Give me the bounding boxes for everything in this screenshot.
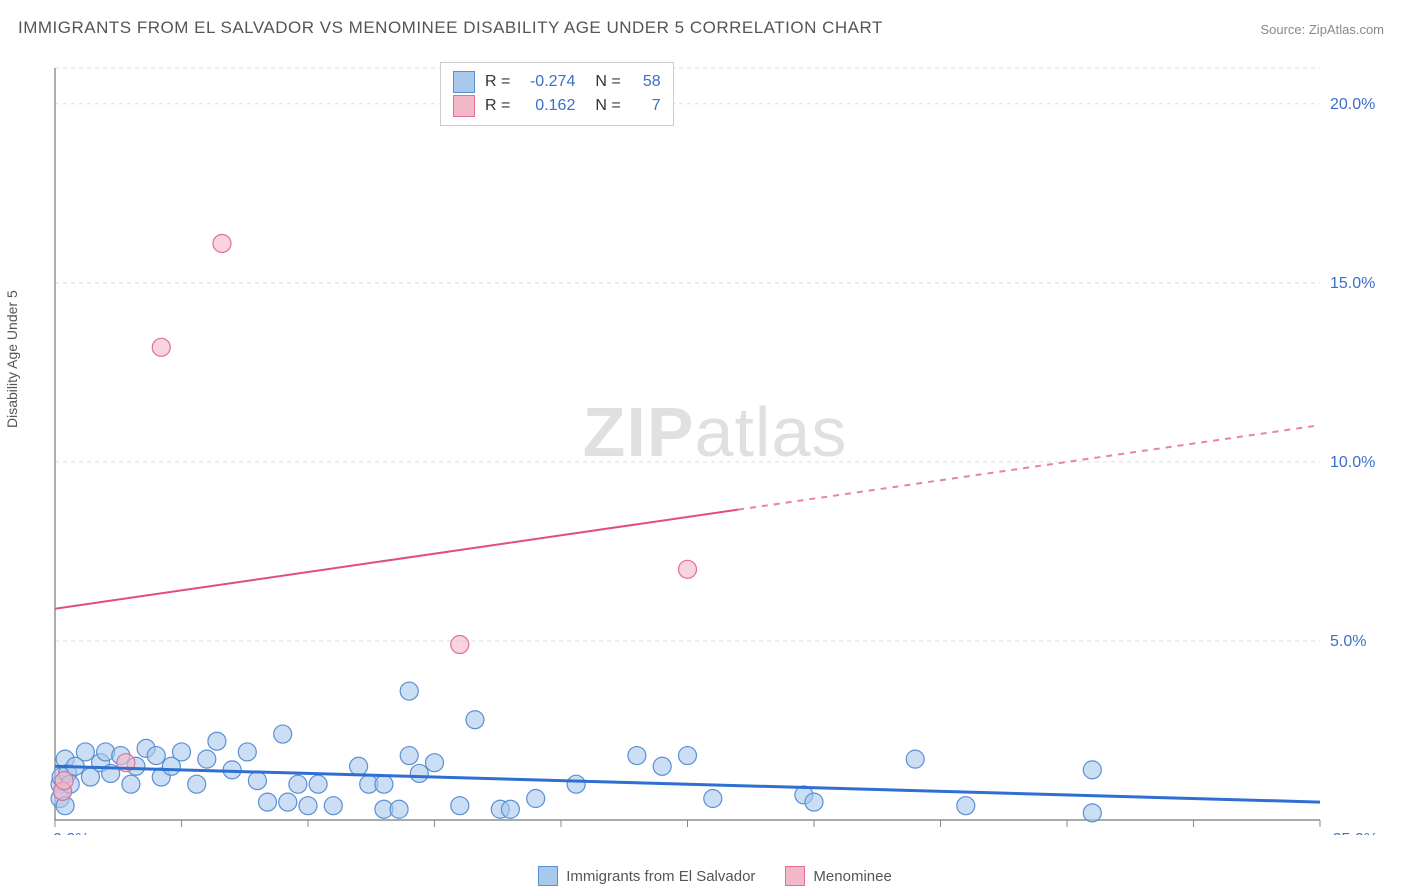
source-attribution: Source: ZipAtlas.com (1260, 22, 1384, 37)
legend-row: R = -0.274 N = 58 (453, 71, 661, 93)
chart-svg: 5.0% 10.0% 15.0% 20.0% 0.0% 25.0% (50, 60, 1380, 835)
legend-swatch (453, 95, 475, 117)
legend-label: Immigrants from El Salvador (566, 868, 755, 885)
series-legend: Immigrants from El Salvador Menominee (50, 866, 1380, 886)
r-label: R = (485, 73, 510, 91)
chart-title: IMMIGRANTS FROM EL SALVADOR VS MENOMINEE… (18, 18, 883, 38)
chart-plot-area: 5.0%10.0%15.0%20.0%0.0%25.0% ZIPatlas (50, 60, 1380, 835)
legend-label: Menominee (813, 868, 891, 885)
legend-item: Immigrants from El Salvador (538, 866, 755, 886)
r-value: 0.162 (520, 97, 575, 115)
r-label: R = (485, 97, 510, 115)
r-value: -0.274 (520, 73, 575, 91)
legend-swatch (453, 71, 475, 93)
svg-text:15.0%: 15.0% (1330, 275, 1375, 292)
legend-swatch (785, 866, 805, 886)
svg-text:10.0%: 10.0% (1330, 454, 1375, 471)
svg-text:5.0%: 5.0% (1330, 633, 1366, 650)
legend-row: R = 0.162 N = 7 (453, 95, 661, 117)
n-label: N = (595, 73, 620, 91)
n-value: 58 (631, 73, 661, 91)
n-label: N = (595, 97, 620, 115)
svg-text:0.0%: 0.0% (53, 831, 89, 835)
n-value: 7 (631, 97, 661, 115)
y-axis-label: Disability Age Under 5 (4, 290, 20, 428)
legend-item: Menominee (785, 866, 891, 886)
svg-text:20.0%: 20.0% (1330, 96, 1375, 113)
correlation-legend: R = -0.274 N = 58 R = 0.162 N = 7 (440, 62, 674, 126)
svg-text:25.0%: 25.0% (1333, 831, 1378, 835)
legend-swatch (538, 866, 558, 886)
